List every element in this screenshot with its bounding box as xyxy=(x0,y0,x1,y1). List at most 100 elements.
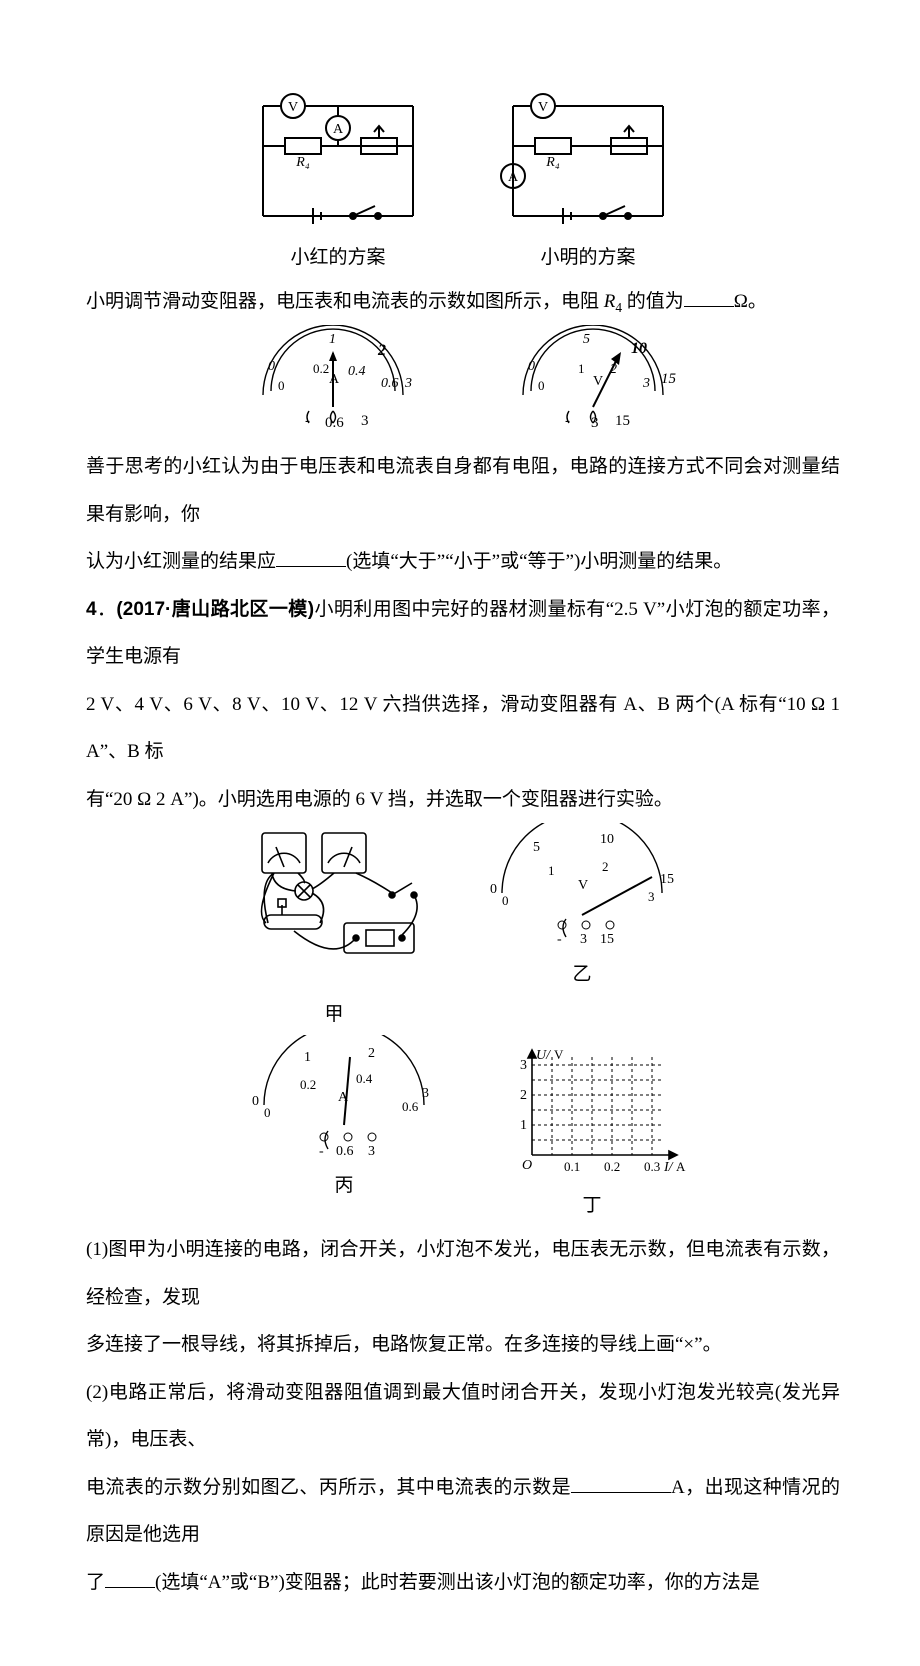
circuit-svg-right: V A R₄ xyxy=(493,86,683,236)
p1-r: R xyxy=(604,291,616,312)
svg-text:1: 1 xyxy=(304,1050,311,1065)
svg-text:10: 10 xyxy=(631,340,647,357)
svg-text:0.6: 0.6 xyxy=(336,1144,354,1159)
svg-text:0: 0 xyxy=(490,882,497,897)
p2-2a: 认为小红测量的结果应 xyxy=(86,551,276,572)
fig-yi-label: 乙 xyxy=(472,964,692,987)
svg-text:3: 3 xyxy=(648,889,655,904)
svg-text:V: V xyxy=(288,100,298,115)
fig-ding-cell: 1 2 3 0.1 0.2 0.3 O U/ V I/ A 丁 xyxy=(492,1035,692,1219)
svg-text:0.6: 0.6 xyxy=(381,376,399,391)
svg-text:0: 0 xyxy=(268,359,275,374)
svg-text:U/: U/ xyxy=(536,1048,551,1063)
circuit-right-caption: 小明的方案 xyxy=(493,247,683,270)
sub-q2-line1: (2)电路正常后，将滑动变阻器阻值调到最大值时闭合开关，发现小灯泡发光较亮(发光… xyxy=(86,1369,840,1464)
svg-text:A: A xyxy=(508,170,519,185)
p1-pre: 小明调节滑动变阻器，电压表和电流表的示数如图所示，电阻 xyxy=(86,291,604,312)
para-xiaohong-think-1: 善于思考的小红认为由于电压表和电流表自身都有电阻，电路的连接方式不同会对测量结果… xyxy=(86,443,840,538)
svg-text:0: 0 xyxy=(252,1094,259,1109)
fig-bing-cell: 0 1 2 3 0 0.2 0.4 0.6 A - 0.6 3 丙 xyxy=(234,1035,454,1219)
sub-q2-line2: 电流表的示数分别如图乙、丙所示，其中电流表的示数是A，出现这种情况的原因是他选用 xyxy=(86,1464,840,1559)
question-4-line3: 有“20 Ω 2 A”)。小明选用电源的 6 V 挡，并选取一个变阻器进行实验。 xyxy=(86,776,840,824)
svg-text:0: 0 xyxy=(502,893,509,908)
svg-text:1: 1 xyxy=(578,361,585,376)
svg-text:10: 10 xyxy=(600,832,614,847)
svg-text:O: O xyxy=(522,1158,532,1173)
para-xiaohong-think-2: 认为小红测量的结果应 (选填“大于”“小于”或“等于”)小明测量的结果。 xyxy=(86,538,840,586)
svg-text:2: 2 xyxy=(520,1088,527,1103)
svg-text:0.4: 0.4 xyxy=(356,1071,373,1086)
circuit-svg-left: V A R₄ xyxy=(243,86,433,236)
svg-text:2: 2 xyxy=(377,342,386,359)
blank-r4-value xyxy=(684,289,734,307)
svg-text:0: 0 xyxy=(278,378,285,393)
fig-yi-svg: 0 5 10 15 0 1 2 3 V - 3 15 xyxy=(472,823,692,953)
svg-text:0.2: 0.2 xyxy=(300,1077,316,1092)
svg-text:0.6: 0.6 xyxy=(325,415,344,431)
svg-text:0.4: 0.4 xyxy=(348,364,366,379)
sub2-cmid: (选填“A”或“B”)变阻器；此时若要测出该小灯泡的额定功率，你的方法是 xyxy=(155,1572,760,1593)
svg-text:2: 2 xyxy=(602,859,609,874)
sub-q2-line3: 了 (选填“A”或“B”)变阻器；此时若要测出该小灯泡的额定功率，你的方法是 xyxy=(86,1559,840,1607)
svg-text:3: 3 xyxy=(422,1086,429,1101)
svg-text:15: 15 xyxy=(660,872,674,887)
fig-bing-svg: 0 1 2 3 0 0.2 0.4 0.6 A - 0.6 3 xyxy=(234,1035,454,1165)
sub-q1-line1: (1)图甲为小明连接的电路，闭合开关，小灯泡不发光，电压表无示数，但电流表有示数… xyxy=(86,1226,840,1321)
fig-jia-cell: 甲 xyxy=(234,823,434,1027)
fig-ding-label: 丁 xyxy=(492,1195,692,1218)
fig-bing-label: 丙 xyxy=(234,1175,454,1198)
svg-text:V: V xyxy=(538,100,548,115)
circuit-xiaoming: V A R₄ 小明的方案 xyxy=(493,86,683,270)
blank-ammeter-reading xyxy=(571,1475,671,1493)
q4-num: 4 xyxy=(86,599,97,620)
q4-src: (2017·唐山路北区一模) xyxy=(116,599,314,620)
svg-text:0.2: 0.2 xyxy=(313,361,329,376)
svg-text:R₄: R₄ xyxy=(545,155,560,170)
fig-jia-label: 甲 xyxy=(234,1004,434,1027)
svg-text:0: 0 xyxy=(528,359,535,374)
svg-text:R₄: R₄ xyxy=(295,155,310,170)
blank-compare xyxy=(276,549,346,567)
svg-text:0.2: 0.2 xyxy=(604,1159,620,1174)
fig-ding-svg: 1 2 3 0.1 0.2 0.3 O U/ V I/ A xyxy=(492,1035,692,1185)
svg-text:1: 1 xyxy=(520,1118,527,1133)
svg-text:0.3: 0.3 xyxy=(644,1159,660,1174)
svg-text:5: 5 xyxy=(533,840,540,855)
svg-text:0: 0 xyxy=(264,1105,271,1120)
meters-row-1: 0 1 2 3 0 0.2 0.4 0.6 A - 0.6 3 0 5 10 1… xyxy=(86,325,840,435)
svg-text:3: 3 xyxy=(404,376,412,391)
sub2-bpre: 电流表的示数分别如图乙、丙所示，其中电流表的示数是 xyxy=(86,1477,571,1498)
svg-text:15: 15 xyxy=(615,413,630,429)
svg-text:I/: I/ xyxy=(663,1160,674,1175)
question-4: 4．(2017·唐山路北区一模)小明利用图中完好的器材测量标有“2.5 V”小灯… xyxy=(86,586,840,681)
svg-text:-: - xyxy=(557,932,562,947)
svg-text:3: 3 xyxy=(642,376,650,391)
svg-text:1: 1 xyxy=(548,863,555,878)
svg-text:1: 1 xyxy=(329,332,336,347)
ammeter-dial-1: 0 1 2 3 0 0.2 0.4 0.6 A - 0.6 3 xyxy=(233,325,433,435)
svg-text:A: A xyxy=(329,372,340,387)
question-4-line2: 2 V、4 V、6 V、8 V、10 V、12 V 六挡供选择，滑动变阻器有 A… xyxy=(86,681,840,776)
circuit-left-caption: 小红的方案 xyxy=(243,247,433,270)
blank-rheostat-choice xyxy=(105,1570,155,1588)
sub2-cpre: 了 xyxy=(86,1572,105,1593)
svg-text:-: - xyxy=(319,1144,324,1159)
svg-text:15: 15 xyxy=(661,371,677,387)
svg-text:3: 3 xyxy=(520,1058,527,1073)
circuit-xiaohong: V A R₄ 小红的方案 xyxy=(243,86,433,270)
svg-text:0.1: 0.1 xyxy=(564,1159,580,1174)
svg-text:2: 2 xyxy=(368,1046,375,1061)
figure-grid-bottom: 0 1 2 3 0 0.2 0.4 0.6 A - 0.6 3 丙 xyxy=(86,1035,840,1219)
svg-text:A: A xyxy=(676,1159,686,1174)
svg-text:0.6: 0.6 xyxy=(402,1099,419,1114)
svg-text:15: 15 xyxy=(600,932,614,947)
p2-2b: (选填“大于”“小于”或“等于”)小明测量的结果。 xyxy=(346,551,732,572)
para-adjust-rheostat: 小明调节滑动变阻器，电压表和电流表的示数如图所示，电阻 R4 的值为Ω。 xyxy=(86,278,840,326)
svg-text:V: V xyxy=(578,878,588,893)
svg-text:5: 5 xyxy=(583,332,590,347)
sub-q1-line2: 多连接了一根导线，将其拆掉后，电路恢复正常。在多连接的导线上画“×”。 xyxy=(86,1321,840,1369)
svg-text:3: 3 xyxy=(368,1144,375,1159)
svg-text:3: 3 xyxy=(361,413,369,429)
circuit-diagrams-row: V A R₄ 小红的方案 xyxy=(86,86,840,270)
q4-dot: ． xyxy=(97,599,117,620)
